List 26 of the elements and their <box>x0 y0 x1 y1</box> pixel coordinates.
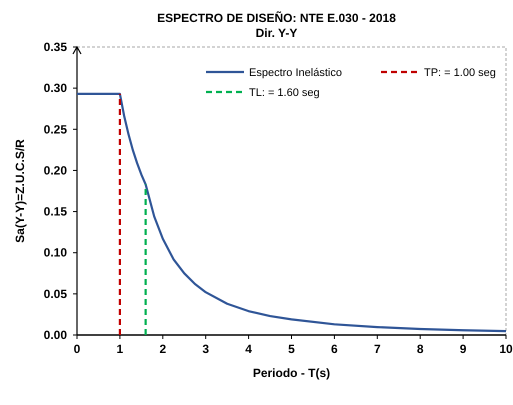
x-tick-label: 6 <box>331 342 338 356</box>
x-tick-label: 1 <box>116 342 124 356</box>
y-tick-label: 0.00 <box>44 328 68 342</box>
x-tick-label: 5 <box>288 342 296 356</box>
y-tick-label: 0.35 <box>44 40 68 54</box>
x-tick-label: 4 <box>245 342 252 356</box>
x-tick-label: 0 <box>74 342 81 356</box>
x-axis-title: Periodo - T(s) <box>252 366 330 380</box>
y-tick-label: 0.10 <box>44 246 68 260</box>
y-axis-title: Sa(Y-Y)=Z.U.C.S/R <box>13 138 27 243</box>
chart-title: ESPECTRO DE DISEÑO: NTE E.030 - 2018 <box>157 11 396 25</box>
y-tick-label: 0.25 <box>44 122 68 136</box>
x-tick-label: 3 <box>202 342 210 356</box>
legend-label: Espectro Inelástico <box>249 67 342 79</box>
x-tick-label: 2 <box>159 342 166 356</box>
x-tick-label: 8 <box>416 342 424 356</box>
x-tick-label: 10 <box>499 342 513 356</box>
y-tick-label: 0.20 <box>44 163 68 178</box>
chart-subtitle: Dir. Y-Y <box>256 26 298 40</box>
x-tick-label: 7 <box>374 342 381 356</box>
y-tick-label: 0.05 <box>44 286 68 301</box>
y-tick-label: 0.30 <box>44 81 68 96</box>
y-tick-label: 0.15 <box>44 204 68 219</box>
legend-label: TP: = 1.00 seg <box>424 67 496 79</box>
legend-label: TL: = 1.60 seg <box>249 87 320 99</box>
x-tick-label: 9 <box>460 342 467 356</box>
